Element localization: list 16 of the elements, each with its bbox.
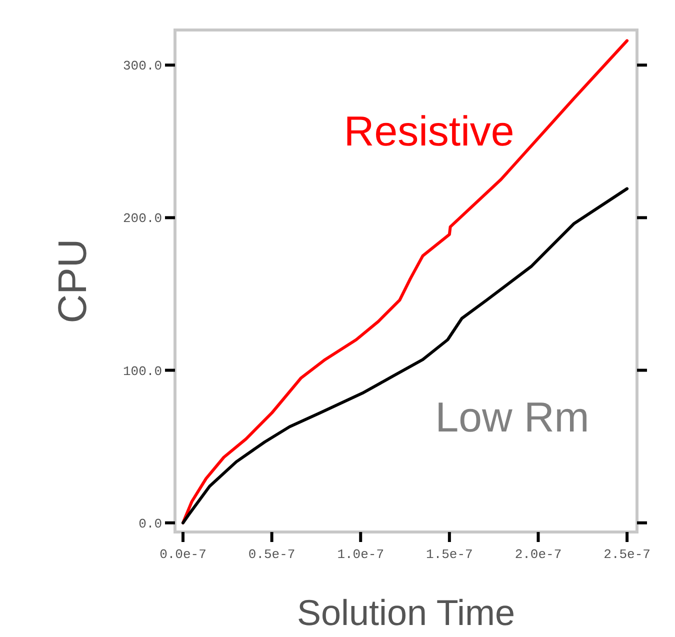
y-axis-title: CPU [51, 238, 95, 324]
y-tick-label: 100.0 [122, 364, 162, 379]
x-tick-label: 1.0e-7 [337, 547, 384, 562]
series-label: Low Rm [435, 394, 590, 441]
y-tick-label: 0.0 [138, 516, 162, 532]
y-tick-label: 200.0 [122, 211, 162, 226]
line-series [181, 187, 629, 524]
line-series [181, 39, 629, 524]
x-tick-label: 2.5e-7 [604, 547, 650, 562]
x-tick-label: 0.0e-7 [160, 547, 206, 562]
x-axis-title: Solution Time [296, 592, 516, 633]
x-tick-label: 1.5e-7 [426, 547, 473, 562]
y-tick-label: 300.0 [122, 58, 162, 74]
x-tick-label: 0.5e-7 [248, 547, 296, 562]
x-tick-label: 2.0e-7 [514, 547, 562, 562]
series-label: Resistive [344, 107, 514, 154]
